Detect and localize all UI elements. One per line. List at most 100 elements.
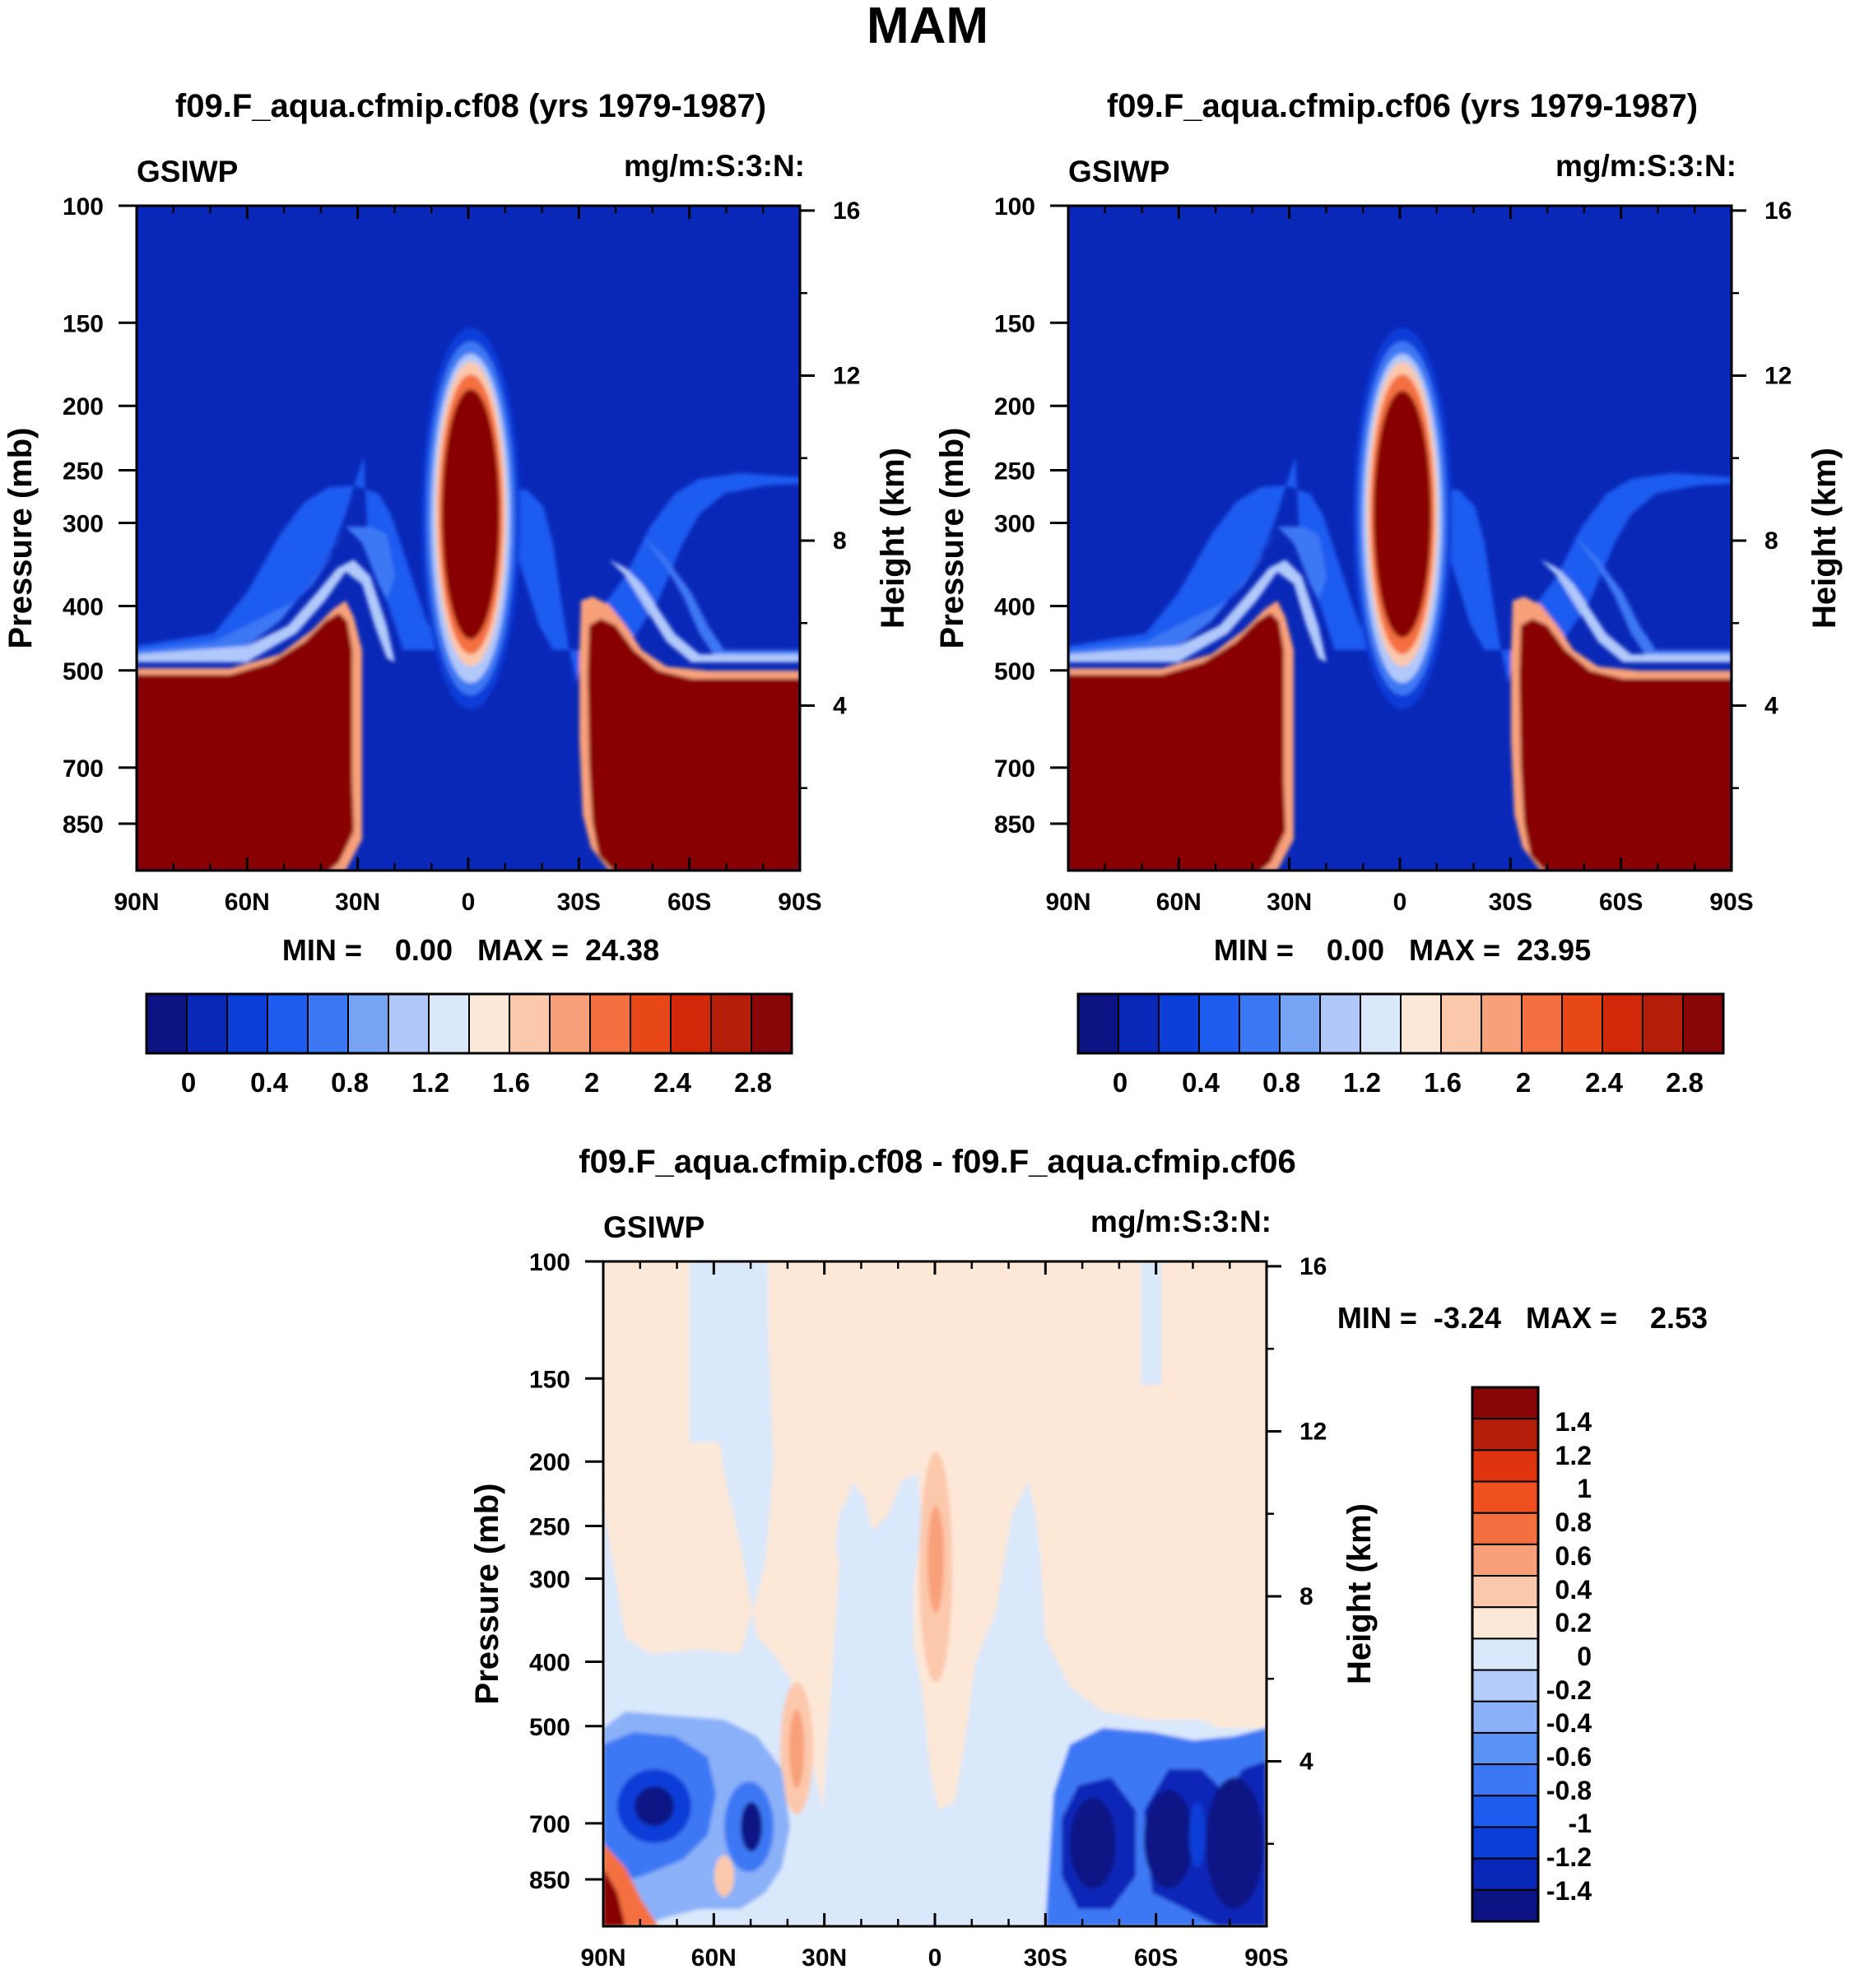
variable-label: GSIWP — [603, 1210, 704, 1244]
y-tick-label: 100 — [994, 193, 1035, 221]
min-max-label: MIN = 0.00 MAX = 23.95 — [1214, 933, 1591, 967]
units-label: mg/m:S:3:N: — [1090, 1205, 1272, 1238]
colorbar-swatch — [1471, 1386, 1539, 1420]
x-tick-label: 90S — [778, 889, 821, 916]
x-tick-label: 0 — [928, 1944, 942, 1972]
x-tick-label: 60N — [1156, 889, 1202, 916]
x-tick-label: 0 — [1393, 889, 1407, 916]
colorbar-labels-cf06: 0 0.4 0.8 1.2 1.6 2 2.4 2.8 — [1113, 1067, 1704, 1098]
y-right-tick-label: 4 — [1764, 692, 1778, 719]
colorbar-2 — [1471, 1386, 1540, 1923]
colorbar-label: 0.8 — [1262, 1067, 1300, 1098]
colorbar-swatch — [468, 993, 510, 1054]
colorbar-swatch — [267, 993, 309, 1054]
colorbar-swatch — [1471, 1669, 1539, 1702]
colorbar-swatch — [1471, 1480, 1539, 1514]
panel-cf08: f09.F_aqua.cfmip.cf08 (yrs 1979-1987) GS… — [137, 88, 805, 871]
x-tick-label: 90N — [580, 1944, 625, 1972]
y-tick-label: 300 — [63, 511, 104, 538]
panel-title: f09.F_aqua.cfmip.cf06 (yrs 1979-1987) — [1107, 88, 1698, 124]
colorbar-label: 2.8 — [734, 1067, 772, 1098]
x-tick-label: 60S — [1599, 889, 1643, 916]
x-tick-label: 90N — [1045, 889, 1090, 916]
colorbar-swatch — [549, 993, 591, 1054]
colorbar-label: 1.6 — [492, 1067, 530, 1098]
colorbar-swatch — [1077, 993, 1119, 1054]
variable-label: GSIWP — [137, 155, 238, 188]
colorbar-label: 1.2 — [1343, 1067, 1381, 1098]
y-axis-title: Pressure (mb) — [469, 1484, 505, 1705]
colorbar-frame — [145, 992, 793, 1055]
colorbar-swatch — [751, 993, 793, 1054]
colorbar-label: 0.2 — [1555, 1608, 1592, 1637]
colorbar-swatch — [1642, 993, 1684, 1054]
y-right-tick-label: 12 — [1764, 362, 1792, 389]
y-right-tick-label: 16 — [1764, 197, 1792, 225]
colorbar-swatch — [1471, 1543, 1539, 1577]
colorbar-swatch — [1521, 993, 1563, 1054]
colorbar-swatch — [1319, 993, 1361, 1054]
colorbar-label: 0.4 — [250, 1067, 289, 1098]
panel-cf06: f09.F_aqua.cfmip.cf06 (yrs 1979-1987) GS… — [1068, 88, 1736, 871]
y-axis-title: Pressure (mb) — [934, 428, 970, 649]
y-right-tick-label: 12 — [1299, 1418, 1327, 1445]
y-tick-label: 200 — [529, 1449, 570, 1476]
y-tick-label: 850 — [994, 811, 1035, 838]
units-label: mg/m:S:3:N: — [1555, 149, 1736, 183]
colorbar-label: 0.8 — [1555, 1507, 1592, 1537]
y-tick-label: 400 — [529, 1649, 570, 1676]
colorbar-swatch — [347, 993, 389, 1054]
x-tick-label: 60N — [225, 889, 270, 916]
colorbar-swatch — [1682, 993, 1724, 1054]
colorbar-swatch — [1471, 1795, 1539, 1828]
y-tick-label: 200 — [63, 393, 104, 420]
x-tick-label: 30N — [335, 889, 380, 916]
colorbar-swatch — [1360, 993, 1402, 1054]
x-tick-label: 90N — [114, 889, 159, 916]
panel-difference: f09.F_aqua.cfmip.cf08 - f09.F_aqua.cfmip… — [579, 1144, 1296, 1926]
panel-title: f09.F_aqua.cfmip.cf08 (yrs 1979-1987) — [175, 88, 766, 124]
y-tick-label: 300 — [529, 1567, 570, 1594]
colorbar-label: 0.4 — [1182, 1067, 1220, 1098]
page-title: MAM — [867, 0, 988, 54]
y-right-axis-title: Height (km) — [1341, 1503, 1378, 1684]
panel-title: f09.F_aqua.cfmip.cf08 - f09.F_aqua.cfmip… — [579, 1144, 1295, 1180]
y-tick-label: 700 — [529, 1811, 570, 1838]
colorbar-label: 0.8 — [331, 1067, 369, 1098]
colorbar-label: -0.6 — [1546, 1742, 1592, 1772]
y-right-tick-label: 8 — [1299, 1583, 1313, 1610]
contour-field — [603, 1261, 1267, 1926]
colorbar-swatch — [186, 993, 228, 1054]
colorbar-label: -1.2 — [1546, 1842, 1592, 1872]
colorbar-swatch — [307, 993, 349, 1054]
colorbar-swatch — [630, 993, 672, 1054]
x-tick-label: 30S — [557, 889, 601, 916]
colorbar-label: 1.4 — [1555, 1407, 1592, 1437]
colorbar-swatch — [1471, 1731, 1539, 1766]
colorbar-swatch — [1158, 993, 1200, 1054]
y-tick-label: 100 — [63, 193, 104, 221]
colorbar-labels-cf08: 0 0.4 0.8 1.2 1.6 2 2.4 2.8 — [181, 1067, 772, 1098]
colorbar-frame — [1076, 992, 1725, 1055]
y-right-tick-label: 16 — [833, 197, 860, 225]
x-tick-label: 90S — [1244, 1944, 1288, 1972]
colorbar-swatch — [1471, 1888, 1539, 1922]
colorbar-1 — [1076, 992, 1725, 1055]
x-tick-label: 30S — [1024, 1944, 1067, 1972]
min-max-label: MIN = 0.00 MAX = 24.38 — [282, 933, 659, 967]
variable-label: GSIWP — [1068, 155, 1169, 188]
y-tick-label: 850 — [63, 811, 104, 838]
colorbar-swatch — [388, 993, 430, 1054]
colorbar-label: 1.2 — [1555, 1441, 1592, 1470]
colorbar-swatch — [1561, 993, 1603, 1054]
colorbar-label: 2 — [1516, 1067, 1531, 1098]
y-tick-label: 100 — [529, 1249, 570, 1276]
x-tick-label: 90S — [1709, 889, 1753, 916]
y-right-tick-label: 12 — [833, 362, 860, 389]
y-right-tick-label: 8 — [1764, 527, 1778, 555]
colorbar-label: -0.2 — [1546, 1675, 1592, 1705]
y-tick-label: 300 — [994, 511, 1035, 538]
colorbar-label: 0 — [1113, 1067, 1127, 1098]
colorbar-swatch — [710, 993, 752, 1054]
x-tick-label: 30S — [1489, 889, 1532, 916]
